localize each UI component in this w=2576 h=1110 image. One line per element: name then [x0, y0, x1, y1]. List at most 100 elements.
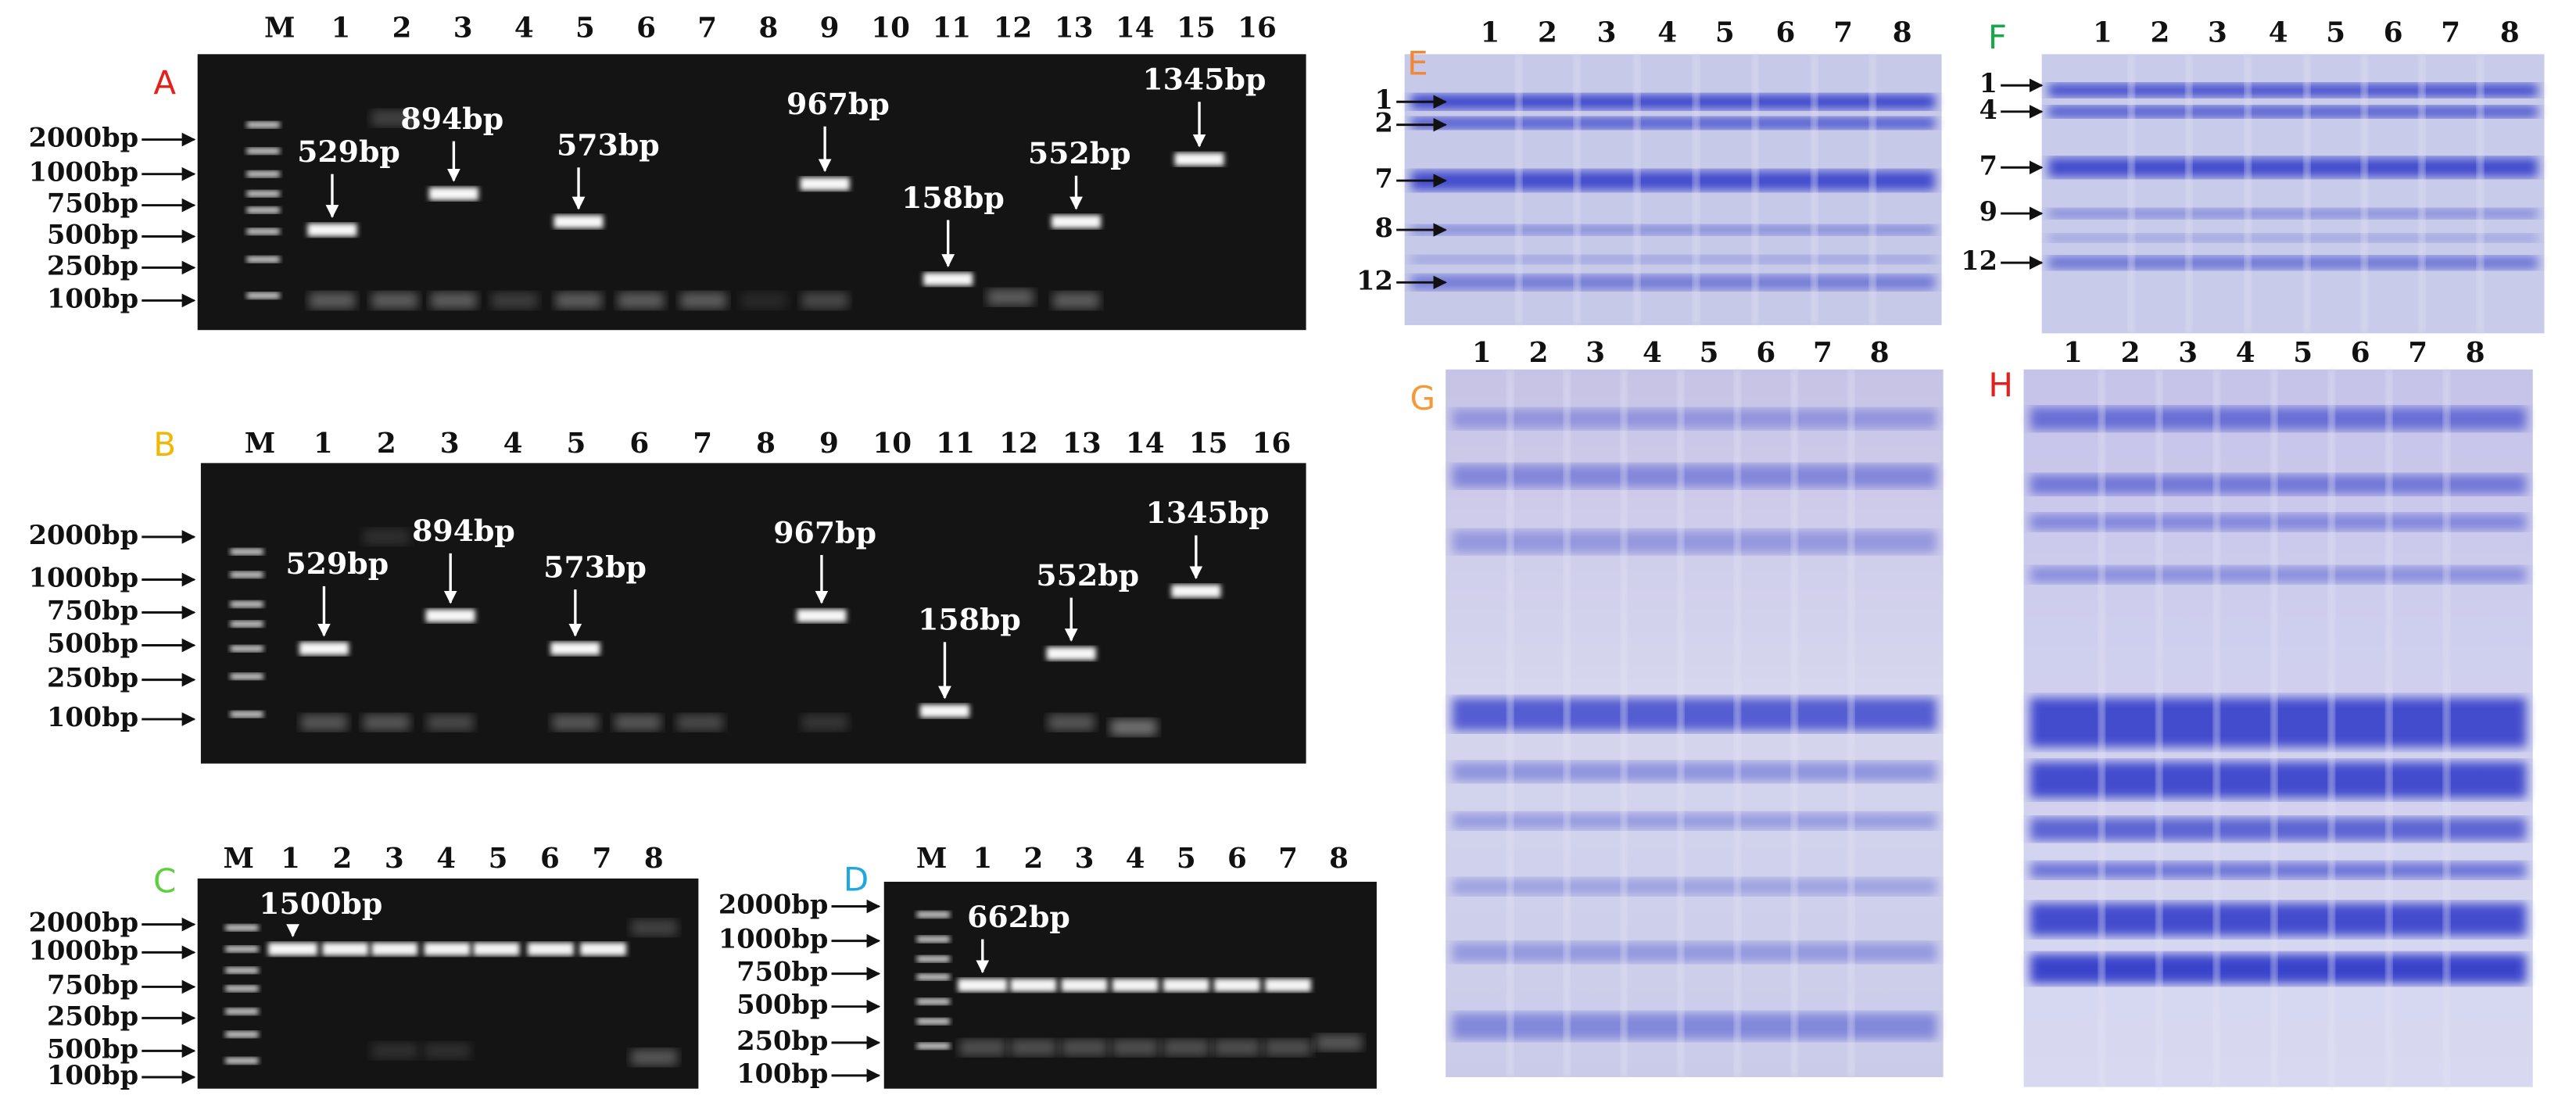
lane-gap: [1790, 369, 1798, 1077]
lane-gap: [1515, 54, 1522, 325]
protein-band: [1452, 1013, 1937, 1040]
marker-label: 750bp: [47, 188, 138, 219]
lane-label: M: [223, 842, 254, 875]
lane-label: 4: [2236, 336, 2255, 369]
lane-label: 3: [1585, 336, 1605, 369]
lane-label: 8: [1893, 16, 1912, 49]
lane-label: 1: [2063, 336, 2083, 369]
marker-label: 100bp: [47, 1059, 138, 1090]
lane-label: 2: [2121, 336, 2141, 369]
marker-label: 500bp: [47, 1033, 138, 1064]
ladder-band: [246, 148, 280, 155]
ladder-band: [246, 227, 280, 235]
marker-label: 2000bp: [29, 519, 138, 550]
lane-label: 7: [2408, 336, 2427, 369]
faint-band: [371, 109, 418, 127]
dna-band: [473, 942, 520, 956]
lane-gap: [1847, 369, 1854, 1077]
dna-band: [424, 942, 471, 956]
lane-label: 6: [2351, 336, 2370, 369]
dna-band: [1112, 978, 1159, 992]
band-label: 552bp: [1028, 135, 1131, 170]
lane-label: 3: [385, 842, 404, 875]
lane-label: 15: [1189, 427, 1228, 460]
lane-label: 12: [994, 11, 1033, 44]
lane-gap: [2098, 369, 2105, 1087]
protein-band: [2048, 208, 2538, 219]
faint-band: [309, 292, 356, 309]
dna-band: [1213, 978, 1260, 992]
band-label: 894bp: [412, 513, 515, 548]
marker-label: 500bp: [47, 628, 138, 659]
lane-label: 4: [1126, 842, 1145, 875]
lane-label: 3: [1597, 16, 1617, 49]
lane-gap: [1633, 54, 1641, 325]
lane-label: 5: [575, 11, 595, 44]
lane-gap: [2185, 54, 2192, 334]
marker-label: 750bp: [47, 595, 138, 626]
protein-band: [1452, 942, 1937, 962]
lane-label: 1: [1472, 336, 1492, 369]
lane-label: 2: [1023, 842, 1043, 875]
gel: [197, 54, 1306, 331]
marker-label: 750bp: [736, 956, 828, 987]
dna-band: [268, 942, 318, 956]
band-label: 573bp: [543, 549, 647, 584]
faint-band: [552, 714, 599, 731]
faint-band: [680, 292, 727, 309]
dna-band: [428, 187, 478, 201]
protein-band: [1452, 878, 1937, 895]
faint-band: [1316, 1034, 1363, 1051]
lane-label: M: [264, 11, 296, 44]
lane-label: 5: [566, 427, 586, 460]
faint-band: [301, 714, 347, 731]
faint-band: [631, 1049, 678, 1066]
lane-label: 7: [592, 842, 611, 875]
lane-label: 3: [453, 11, 473, 44]
lane-label: 6: [636, 11, 656, 44]
panel-label: E: [1407, 45, 1428, 83]
lane-gap: [1574, 54, 1581, 325]
lane-label: 11: [936, 427, 975, 460]
faint-band: [1112, 1039, 1159, 1056]
lane-label: 6: [629, 427, 649, 460]
lane-gap: [1734, 369, 1741, 1077]
lane-label: 16: [1238, 11, 1277, 44]
lane-label: 7: [693, 427, 712, 460]
lane-label: 5: [2326, 16, 2345, 49]
dna-band: [800, 177, 850, 191]
lane-label: 10: [872, 427, 912, 460]
faint-band: [801, 714, 848, 731]
marker-label: 250bp: [47, 1000, 138, 1031]
marker-label: 1: [1375, 84, 1393, 115]
ladder-band: [246, 292, 280, 299]
lane-label: 3: [440, 427, 460, 460]
dna-band: [958, 978, 1008, 992]
protein-band: [1452, 464, 1937, 488]
band-label: 552bp: [1036, 557, 1139, 593]
lane-label: 14: [1126, 427, 1165, 460]
marker-label: 1: [1979, 67, 1997, 98]
panel: 1 2 3 4 5 6 7 8 H: [1988, 336, 2533, 1087]
band-label: 1345bp: [1142, 62, 1266, 97]
lane-gap: [2303, 54, 2311, 334]
lane-label: 7: [1278, 842, 1298, 875]
lane-label: 4: [2269, 16, 2288, 49]
lane-label: 16: [1252, 427, 1292, 460]
faint-band: [1265, 1039, 1311, 1056]
dna-band: [1052, 215, 1102, 228]
dna-band: [299, 642, 349, 656]
marker-label: 1000bp: [29, 156, 138, 188]
lane-label: 4: [514, 11, 534, 44]
lane-gap: [2443, 369, 2450, 1087]
marker-label: 2000bp: [718, 889, 828, 920]
gel: [200, 463, 1306, 764]
protein-band: [1452, 530, 1937, 553]
faint-band: [1010, 1039, 1057, 1056]
lane-label: 8: [1870, 336, 1890, 369]
dna-band: [797, 609, 847, 623]
lane-gap: [2418, 54, 2426, 334]
protein-band: [1452, 409, 1937, 429]
protein-band: [1452, 761, 1937, 782]
